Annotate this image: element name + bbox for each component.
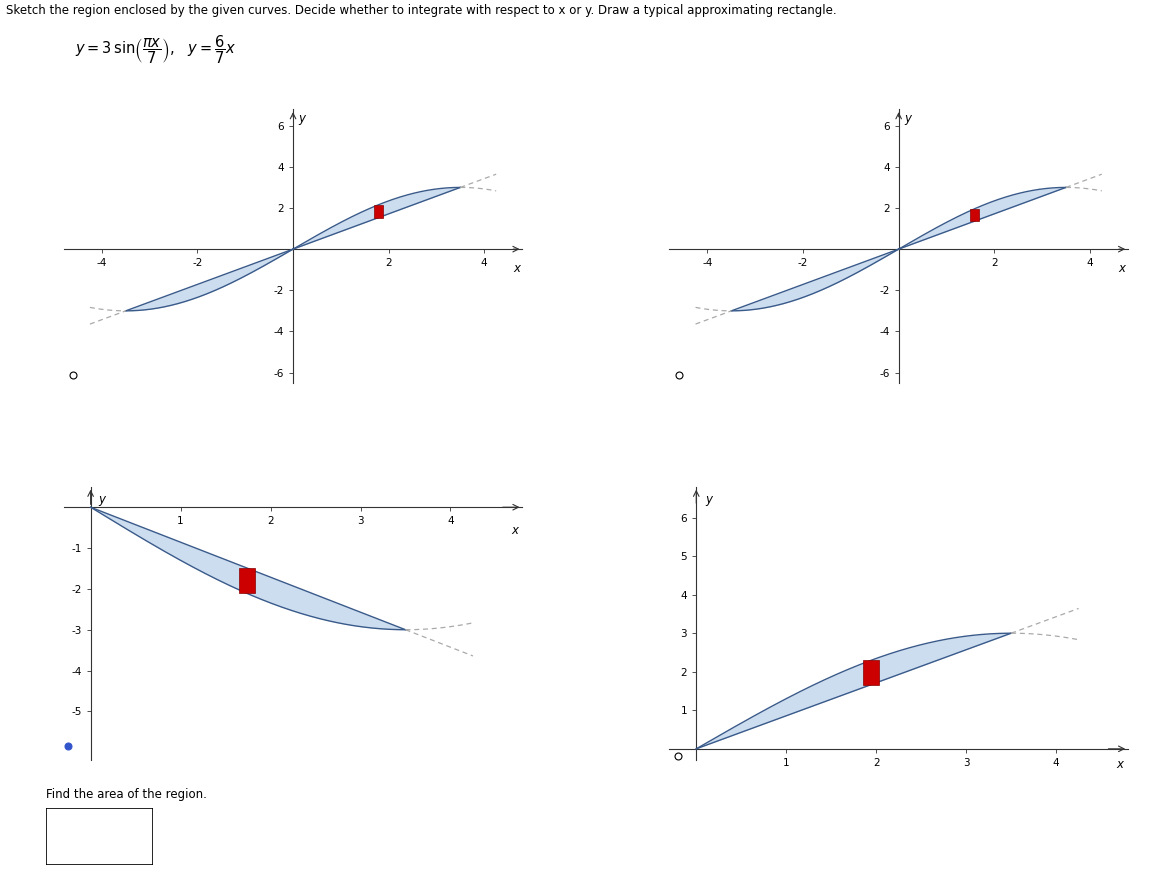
Text: $y = 3\,\sin\!\left(\dfrac{\pi x}{7}\right)$,   $y = \dfrac{6}{7}x$: $y = 3\,\sin\!\left(\dfrac{\pi x}{7}\rig… bbox=[75, 33, 237, 66]
Text: x: x bbox=[1117, 759, 1123, 772]
Text: x: x bbox=[513, 262, 519, 275]
Bar bbox=[374, 205, 383, 218]
Text: Sketch the region enclosed by the given curves. Decide whether to integrate with: Sketch the region enclosed by the given … bbox=[6, 4, 837, 17]
Text: y: y bbox=[706, 493, 713, 505]
Text: x: x bbox=[511, 524, 518, 537]
Bar bbox=[971, 209, 979, 221]
Text: Find the area of the region.: Find the area of the region. bbox=[46, 788, 207, 801]
Text: x: x bbox=[1119, 262, 1126, 275]
Bar bbox=[239, 568, 256, 593]
Text: y: y bbox=[98, 493, 105, 506]
Text: y: y bbox=[299, 113, 305, 125]
Bar bbox=[863, 661, 879, 684]
FancyBboxPatch shape bbox=[46, 808, 153, 865]
Text: y: y bbox=[905, 113, 912, 125]
